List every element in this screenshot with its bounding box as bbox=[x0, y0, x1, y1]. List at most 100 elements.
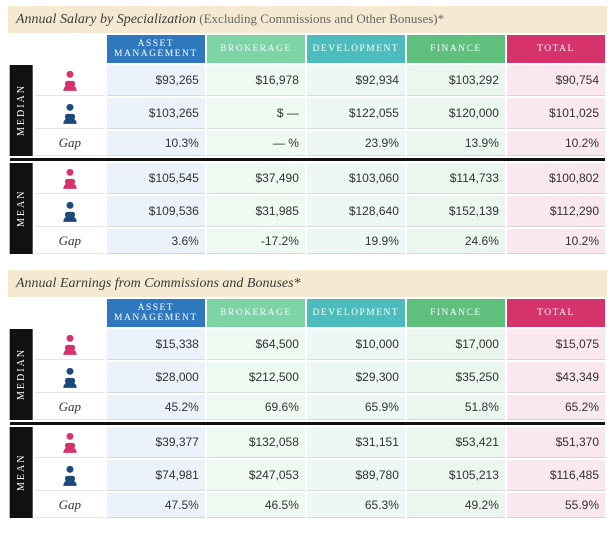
data-cell: $128,640 bbox=[307, 196, 405, 227]
salary-table: ASSET MANAGEMENTBROKERAGEDEVELOPMENTFINA… bbox=[8, 297, 607, 520]
person-icon bbox=[60, 167, 80, 189]
data-cell: $74,981 bbox=[107, 460, 205, 491]
data-cell: $120,000 bbox=[407, 98, 505, 129]
data-cell: 3.6% bbox=[107, 229, 205, 254]
col-header: BROKERAGE bbox=[207, 299, 305, 327]
data-cell: $90,754 bbox=[507, 65, 605, 96]
person-icon bbox=[60, 69, 80, 91]
data-cell: 19.9% bbox=[307, 229, 405, 254]
person-icon bbox=[60, 200, 80, 222]
male-icon-cell bbox=[35, 460, 105, 491]
data-cell: 10.2% bbox=[507, 229, 605, 254]
table-section-1: Annual Earnings from Commissions and Bon… bbox=[8, 270, 607, 520]
data-cell: 55.9% bbox=[507, 493, 605, 518]
data-cell: 47.5% bbox=[107, 493, 205, 518]
data-cell: 23.9% bbox=[307, 131, 405, 156]
person-icon bbox=[60, 102, 80, 124]
group-label: MEDIAN bbox=[10, 65, 33, 156]
data-cell: $64,500 bbox=[207, 329, 305, 360]
data-cell: 13.9% bbox=[407, 131, 505, 156]
gap-label-cell: Gap bbox=[35, 131, 105, 156]
col-header: ASSET MANAGEMENT bbox=[107, 299, 205, 327]
data-cell: $112,290 bbox=[507, 196, 605, 227]
col-header: FINANCE bbox=[407, 35, 505, 63]
data-cell: $103,292 bbox=[407, 65, 505, 96]
data-cell: $29,300 bbox=[307, 362, 405, 393]
data-cell: 10.2% bbox=[507, 131, 605, 156]
female-icon-cell bbox=[35, 329, 105, 360]
table-title: Annual Earnings from Commissions and Bon… bbox=[8, 270, 607, 297]
person-icon bbox=[60, 464, 80, 486]
data-cell: 65.3% bbox=[307, 493, 405, 518]
data-cell: $122,055 bbox=[307, 98, 405, 129]
data-cell: $37,490 bbox=[207, 163, 305, 194]
title-main: Annual Earnings from Commissions and Bon… bbox=[16, 276, 301, 291]
group-label: MEAN bbox=[10, 163, 33, 254]
female-icon-cell bbox=[35, 65, 105, 96]
data-cell: $31,151 bbox=[307, 427, 405, 458]
group-label: MEAN bbox=[10, 427, 33, 518]
person-icon bbox=[60, 431, 80, 453]
person-icon bbox=[60, 333, 80, 355]
male-icon-cell bbox=[35, 196, 105, 227]
female-icon-cell bbox=[35, 427, 105, 458]
male-icon-cell bbox=[35, 362, 105, 393]
data-cell: $100,802 bbox=[507, 163, 605, 194]
data-cell: $16,978 bbox=[207, 65, 305, 96]
data-cell: $92,934 bbox=[307, 65, 405, 96]
data-cell: $114,733 bbox=[407, 163, 505, 194]
male-icon-cell bbox=[35, 98, 105, 129]
data-cell: $132,058 bbox=[207, 427, 305, 458]
data-cell: 46.5% bbox=[207, 493, 305, 518]
data-cell: $15,075 bbox=[507, 329, 605, 360]
gap-label-cell: Gap bbox=[35, 395, 105, 420]
data-cell: $152,139 bbox=[407, 196, 505, 227]
data-cell: $116,485 bbox=[507, 460, 605, 491]
data-cell: $101,025 bbox=[507, 98, 605, 129]
col-header: ASSET MANAGEMENT bbox=[107, 35, 205, 63]
data-cell: $109,536 bbox=[107, 196, 205, 227]
data-cell: 69.6% bbox=[207, 395, 305, 420]
data-cell: $15,338 bbox=[107, 329, 205, 360]
data-cell: $212,500 bbox=[207, 362, 305, 393]
salary-table: ASSET MANAGEMENTBROKERAGEDEVELOPMENTFINA… bbox=[8, 33, 607, 256]
table-title: Annual Salary by Specialization (Excludi… bbox=[8, 6, 607, 33]
female-icon-cell bbox=[35, 163, 105, 194]
data-cell: $89,780 bbox=[307, 460, 405, 491]
data-cell: 51.8% bbox=[407, 395, 505, 420]
data-cell: $105,213 bbox=[407, 460, 505, 491]
data-cell: $35,250 bbox=[407, 362, 505, 393]
data-cell: $51,370 bbox=[507, 427, 605, 458]
data-cell: $43,349 bbox=[507, 362, 605, 393]
col-header: TOTAL bbox=[507, 35, 605, 63]
col-header: DEVELOPMENT bbox=[307, 299, 405, 327]
data-cell: 45.2% bbox=[107, 395, 205, 420]
title-sub: (Excluding Commissions and Other Bonuses… bbox=[196, 11, 444, 26]
table-section-0: Annual Salary by Specialization (Excludi… bbox=[8, 6, 607, 256]
data-cell: 49.2% bbox=[407, 493, 505, 518]
title-main: Annual Salary by Specialization bbox=[16, 12, 196, 27]
data-cell: $17,000 bbox=[407, 329, 505, 360]
data-cell: 65.2% bbox=[507, 395, 605, 420]
data-cell: $105,545 bbox=[107, 163, 205, 194]
data-cell: — % bbox=[207, 131, 305, 156]
gap-label-cell: Gap bbox=[35, 493, 105, 518]
data-cell: -17.2% bbox=[207, 229, 305, 254]
data-cell: $103,060 bbox=[307, 163, 405, 194]
col-header: DEVELOPMENT bbox=[307, 35, 405, 63]
data-cell: $247,053 bbox=[207, 460, 305, 491]
data-cell: $10,000 bbox=[307, 329, 405, 360]
data-cell: $28,000 bbox=[107, 362, 205, 393]
data-cell: $93,265 bbox=[107, 65, 205, 96]
person-icon bbox=[60, 366, 80, 388]
data-cell: 24.6% bbox=[407, 229, 505, 254]
col-header: TOTAL bbox=[507, 299, 605, 327]
data-cell: 65.9% bbox=[307, 395, 405, 420]
data-cell: $39,377 bbox=[107, 427, 205, 458]
data-cell: $ — bbox=[207, 98, 305, 129]
col-header: BROKERAGE bbox=[207, 35, 305, 63]
data-cell: 10.3% bbox=[107, 131, 205, 156]
data-cell: $103,265 bbox=[107, 98, 205, 129]
data-cell: $53,421 bbox=[407, 427, 505, 458]
group-label: MEDIAN bbox=[10, 329, 33, 420]
